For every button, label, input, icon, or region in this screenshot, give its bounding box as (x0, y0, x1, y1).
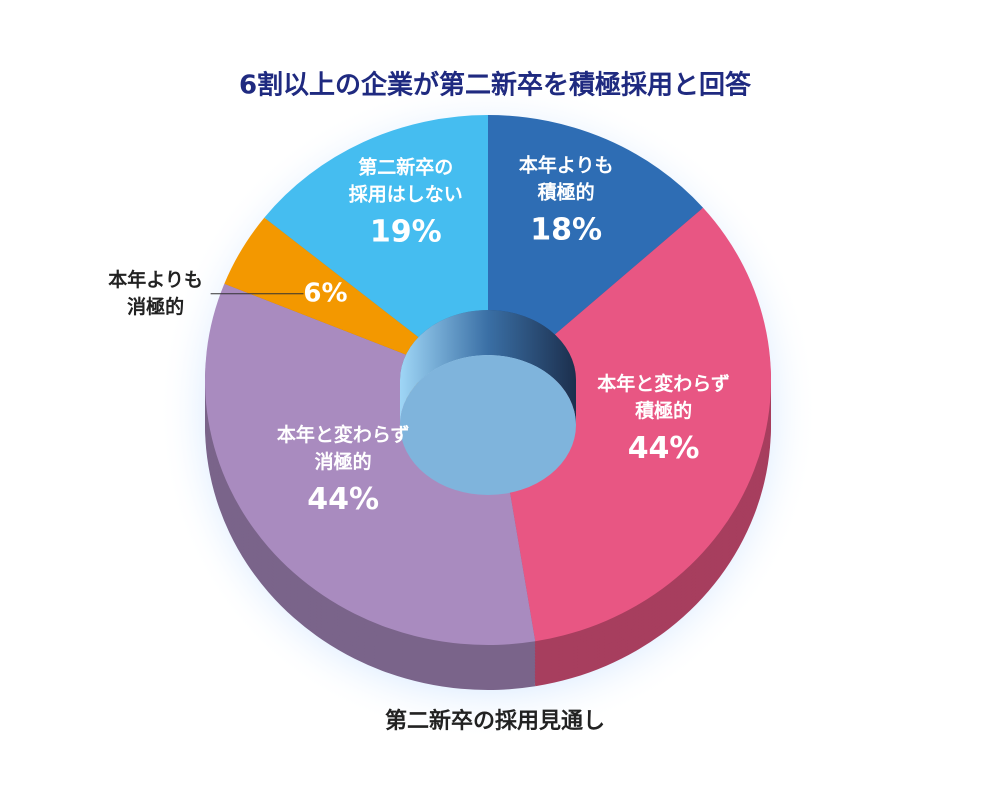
value-label: 19% (370, 214, 442, 249)
value-label: 44% (307, 482, 379, 517)
slice (488, 115, 704, 335)
caption: 第二新卒の採用見通し (385, 708, 605, 734)
category-label: 積極的 (635, 399, 692, 422)
hole-floor (400, 355, 576, 495)
chart-title: 6割以上の企業が第二新卒を積極採用と回答 (239, 70, 752, 101)
slice (264, 115, 488, 338)
hole-wall (400, 310, 576, 425)
slice (224, 217, 419, 355)
value-label: 18% (530, 213, 602, 248)
value-label: 44% (628, 431, 700, 466)
category-label: 本年よりも (108, 268, 203, 291)
slice (502, 207, 772, 642)
slice (205, 283, 536, 645)
labels: 本年よりも積極的18%本年と変わらず積極的44%本年と変わらず消極的44%本年よ… (108, 154, 730, 517)
category-label: 本年と変わらず (277, 423, 410, 446)
category-label: 本年と変わらず (597, 372, 730, 395)
pie-top (205, 115, 772, 645)
category-label: 積極的 (538, 181, 595, 204)
category-label: 第二新卒の (358, 155, 453, 178)
category-label: 採用はしない (349, 183, 463, 205)
value-label: 6% (303, 278, 347, 308)
category-label: 本年よりも (519, 154, 614, 177)
category-label: 消極的 (315, 450, 372, 473)
category-label: 消極的 (127, 295, 184, 318)
